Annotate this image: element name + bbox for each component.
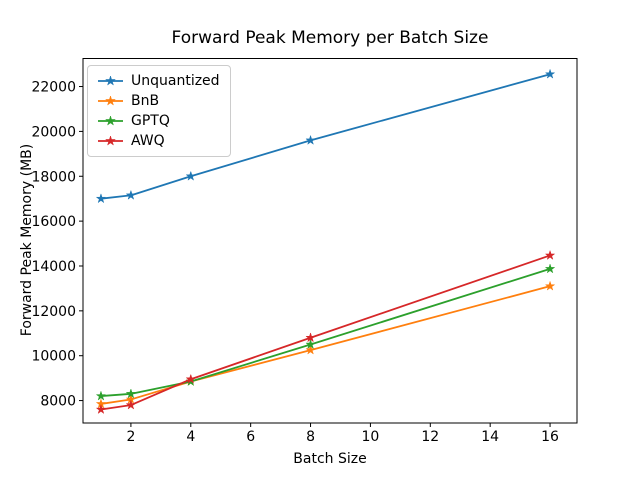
y-tick-label: 14000 bbox=[31, 259, 76, 275]
legend-star-marker bbox=[104, 75, 117, 86]
data-point-marker-bnb bbox=[544, 280, 556, 291]
data-point-marker-awq bbox=[125, 399, 137, 410]
legend-line-star-icon bbox=[98, 95, 123, 106]
data-point-marker-gptq bbox=[544, 263, 556, 274]
legend-item-awq: AWQ bbox=[98, 132, 220, 150]
data-point-marker-awq bbox=[95, 403, 107, 415]
y-axis-label: Forward Peak Memory (MB) bbox=[19, 143, 35, 337]
y-tick-label: 22000 bbox=[31, 80, 76, 96]
y-tick-label: 18000 bbox=[31, 169, 76, 185]
x-tick-label: 14 bbox=[481, 429, 499, 445]
legend-item-unquantized: Unquantized bbox=[98, 72, 220, 90]
legend: Unquantized BnB GPTQ AWQ bbox=[87, 65, 231, 157]
x-tick-label: 2 bbox=[126, 429, 135, 445]
x-tick-label: 10 bbox=[362, 429, 380, 445]
legend-item-bnb: BnB bbox=[98, 92, 220, 110]
legend-star-marker bbox=[104, 115, 117, 126]
legend-line-star-icon bbox=[98, 135, 123, 146]
data-point-marker-unquantized bbox=[544, 68, 556, 79]
data-point-marker-bnb bbox=[305, 344, 316, 355]
y-tick-label: 10000 bbox=[31, 349, 76, 365]
legend-item-gptq: GPTQ bbox=[98, 112, 220, 130]
data-point-marker-gptq bbox=[125, 388, 137, 399]
data-point-marker-awq bbox=[185, 373, 197, 384]
chart-title: Forward Peak Memory per Batch Size bbox=[171, 28, 489, 48]
legend-label: Unquantized bbox=[131, 73, 220, 89]
data-point-marker-unquantized bbox=[95, 193, 107, 204]
x-axis-label: Batch Size bbox=[293, 451, 367, 467]
x-tick-label: 4 bbox=[186, 429, 195, 445]
y-tick-label: 20000 bbox=[31, 124, 76, 140]
x-tick-label: 6 bbox=[246, 429, 255, 445]
data-point-marker-gptq bbox=[95, 390, 107, 401]
x-tick-label: 8 bbox=[306, 429, 315, 445]
y-tick-label: 16000 bbox=[31, 214, 76, 230]
x-tick-label: 12 bbox=[421, 429, 439, 445]
axes-spines bbox=[82, 58, 578, 424]
legend-star-marker bbox=[104, 135, 117, 146]
legend-star-marker bbox=[104, 95, 117, 106]
legend-line-star-icon bbox=[98, 115, 123, 126]
legend-line-star-icon bbox=[98, 75, 123, 86]
y-tick-label: 8000 bbox=[40, 394, 76, 410]
data-point-marker-awq bbox=[305, 332, 316, 343]
data-point-marker-unquantized bbox=[305, 134, 316, 145]
legend-label: BnB bbox=[131, 93, 160, 109]
data-point-marker-unquantized bbox=[185, 170, 197, 181]
data-point-marker-awq bbox=[544, 249, 556, 260]
data-point-marker-unquantized bbox=[125, 189, 137, 200]
legend-label: GPTQ bbox=[131, 113, 170, 129]
data-point-marker-gptq bbox=[305, 338, 316, 350]
x-tick-label: 16 bbox=[541, 429, 559, 445]
y-tick-label: 12000 bbox=[31, 304, 76, 320]
legend-label: AWQ bbox=[131, 133, 165, 149]
